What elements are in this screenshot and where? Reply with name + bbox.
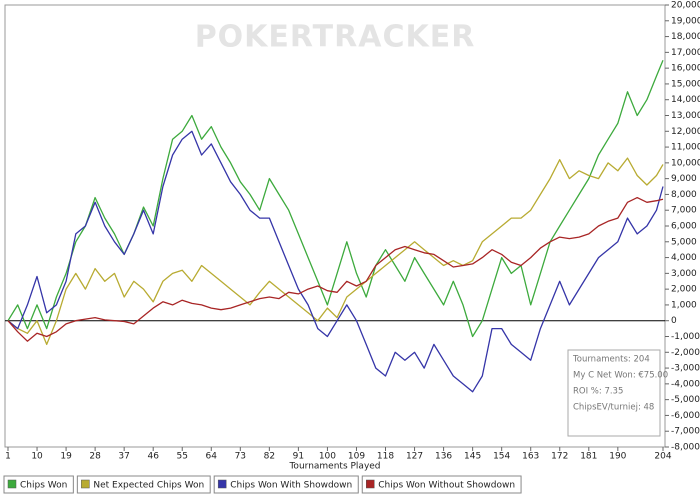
stats-text: My C Net Won: €75.00 bbox=[573, 371, 668, 381]
y-tick-label: -2,000 bbox=[671, 348, 700, 358]
y-tick-label: 15,000 bbox=[671, 79, 700, 89]
legend-swatch bbox=[7, 479, 17, 489]
legend-label: Chips Won Without Showdown bbox=[378, 481, 515, 491]
x-tick-label: 172 bbox=[551, 452, 568, 462]
y-tick-label: 13,000 bbox=[671, 111, 700, 121]
legend-label: Chips Won With Showdown bbox=[230, 481, 352, 491]
y-tick-label: 8,000 bbox=[671, 190, 697, 200]
x-tick-label: 46 bbox=[147, 452, 159, 462]
y-tick-label: -5,000 bbox=[671, 395, 700, 405]
y-tick-label: 1,000 bbox=[671, 300, 697, 310]
x-axis-title: Tournaments Played bbox=[288, 462, 380, 472]
y-tick-label: 5,000 bbox=[671, 237, 697, 247]
y-tick-label: 14,000 bbox=[671, 95, 700, 105]
legend-swatch bbox=[217, 479, 227, 489]
y-tick-label: -3,000 bbox=[671, 364, 700, 374]
x-tick-label: 91 bbox=[293, 452, 304, 462]
y-tick-label: 9,000 bbox=[671, 174, 697, 184]
x-tick-label: 82 bbox=[264, 452, 275, 462]
legend-swatch bbox=[81, 479, 90, 489]
x-tick-label: 109 bbox=[348, 452, 365, 462]
y-tick-label: -8,000 bbox=[671, 443, 700, 453]
series-line bbox=[7, 60, 664, 338]
stats-text: ChipsEV/turniej: 48 bbox=[573, 403, 654, 413]
x-tick-label: 154 bbox=[493, 452, 510, 462]
x-tick-label: 181 bbox=[580, 452, 597, 462]
y-tick-label: 12,000 bbox=[671, 127, 700, 137]
legend-frame bbox=[361, 475, 522, 494]
x-tick-label: 19 bbox=[60, 452, 72, 462]
y-tick-label: 10,000 bbox=[671, 158, 700, 168]
legend-item: Chips Won Without Showdown bbox=[361, 475, 522, 494]
y-tick-label: 18,000 bbox=[671, 32, 700, 42]
y-tick-label: -7,000 bbox=[671, 427, 700, 437]
y-tick-label: 3,000 bbox=[671, 269, 697, 279]
stats-text: Tournaments: 204 bbox=[572, 355, 650, 365]
x-tick-label: 1 bbox=[5, 452, 11, 462]
y-tick-label: 11,000 bbox=[671, 143, 700, 153]
y-tick-label: -4,000 bbox=[671, 379, 700, 389]
legend-label: Net Expected Chips Won bbox=[93, 481, 204, 491]
y-tick-label: 17,000 bbox=[671, 48, 700, 58]
stats-box bbox=[567, 349, 661, 437]
x-tick-label: 10 bbox=[31, 452, 43, 462]
series-line bbox=[7, 130, 664, 393]
x-tick-label: 127 bbox=[406, 452, 423, 462]
legend-frame bbox=[3, 475, 74, 494]
legend-item: Net Expected Chips Won bbox=[76, 475, 211, 494]
legend-swatch bbox=[366, 479, 375, 489]
y-tick-label: 20,000 bbox=[671, 1, 700, 11]
y-tick-label: 2,000 bbox=[671, 285, 697, 295]
y-tick-label: 19,000 bbox=[671, 16, 700, 26]
x-tick-label: 55 bbox=[177, 452, 188, 462]
y-tick-label: 7,000 bbox=[671, 206, 697, 216]
x-tick-label: 204 bbox=[654, 452, 671, 462]
stats-text: ROI %: 7.35 bbox=[573, 387, 623, 397]
y-tick-label: 0 bbox=[671, 316, 677, 326]
series-line bbox=[7, 157, 664, 346]
y-tick-label: 6,000 bbox=[671, 222, 697, 232]
x-tick-label: 64 bbox=[206, 452, 218, 462]
legend-item: Chips Won With Showdown bbox=[213, 475, 359, 494]
series-line bbox=[7, 196, 664, 342]
x-tick-label: 100 bbox=[319, 452, 336, 462]
legend-frame bbox=[76, 475, 211, 494]
legend-label: Chips Won bbox=[20, 481, 67, 491]
x-tick-label: 28 bbox=[89, 452, 101, 462]
watermark: POKERTRACKER bbox=[195, 20, 476, 55]
y-tick-label: -6,000 bbox=[671, 411, 700, 421]
x-tick-label: 145 bbox=[464, 452, 481, 462]
y-tick-label: 16,000 bbox=[671, 64, 700, 74]
x-tick-label: 73 bbox=[235, 452, 246, 462]
x-tick-label: 190 bbox=[609, 452, 626, 462]
x-tick-label: 37 bbox=[118, 452, 129, 462]
x-tick-label: 136 bbox=[435, 452, 452, 462]
y-tick-label: -1,000 bbox=[671, 332, 700, 342]
x-tick-label: 118 bbox=[377, 452, 394, 462]
legend-item: Chips Won bbox=[3, 475, 74, 494]
x-tick-label: 163 bbox=[522, 452, 539, 462]
y-tick-label: 4,000 bbox=[671, 253, 697, 263]
legend-frame bbox=[213, 475, 359, 494]
